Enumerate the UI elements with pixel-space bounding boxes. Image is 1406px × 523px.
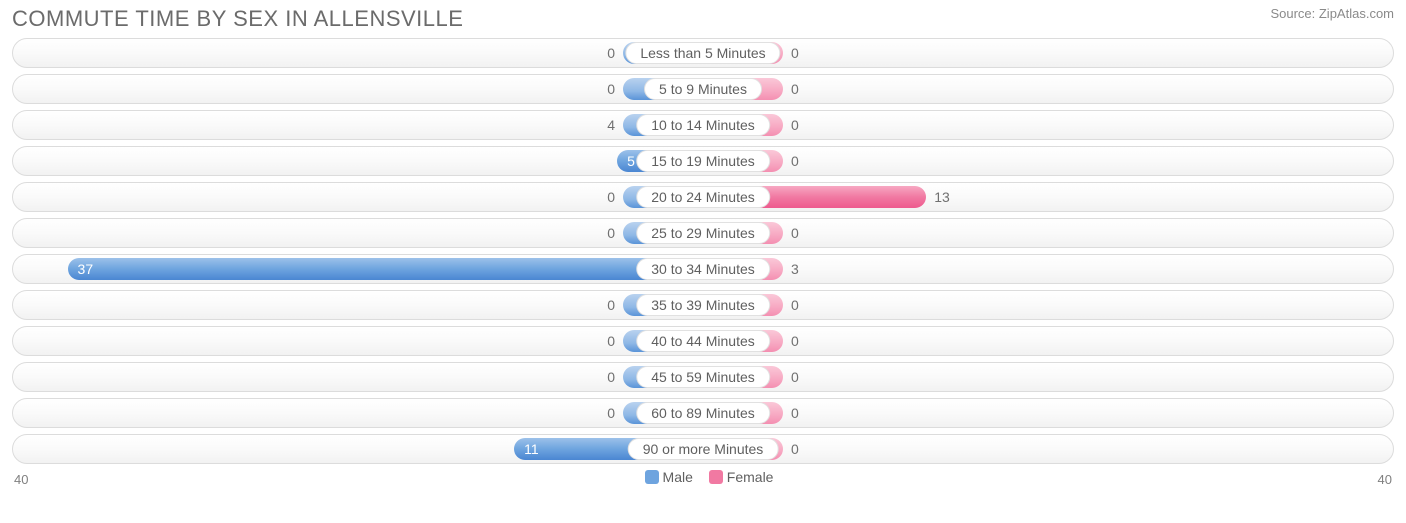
value-male: 11: [524, 441, 539, 457]
chart-source: Source: ZipAtlas.com: [1270, 6, 1394, 21]
category-label: 30 to 34 Minutes: [636, 258, 770, 280]
category-label: 25 to 29 Minutes: [636, 222, 770, 244]
chart-row: 11 0 90 or more Minutes: [12, 434, 1394, 464]
value-male: 4: [607, 117, 615, 133]
bar-male: 37: [68, 258, 703, 280]
chart-row: 5 0 15 to 19 Minutes: [12, 146, 1394, 176]
category-label: Less than 5 Minutes: [625, 42, 780, 64]
value-female: 0: [791, 81, 799, 97]
chart-legend: Male Female: [0, 469, 1406, 485]
category-label: 10 to 14 Minutes: [636, 114, 770, 136]
value-female: 0: [791, 45, 799, 61]
legend-label-male: Male: [663, 469, 693, 485]
chart-plot-area: 00Less than 5 Minutes005 to 9 Minutes401…: [0, 34, 1406, 464]
value-female: 0: [791, 441, 799, 457]
legend-label-female: Female: [727, 469, 774, 485]
chart-row: 0 0 5 to 9 Minutes: [12, 74, 1394, 104]
value-female: 0: [791, 225, 799, 241]
category-label: 90 or more Minutes: [628, 438, 779, 460]
category-label: 45 to 59 Minutes: [636, 366, 770, 388]
category-label: 35 to 39 Minutes: [636, 294, 770, 316]
value-female: 3: [791, 261, 799, 277]
chart-row: 0 0 60 to 89 Minutes: [12, 398, 1394, 428]
value-male: 0: [607, 81, 615, 97]
value-male: 37: [78, 261, 94, 277]
chart-container: COMMUTE TIME BY SEX IN ALLENSVILLE Sourc…: [0, 0, 1406, 485]
value-male: 0: [607, 225, 615, 241]
chart-header: COMMUTE TIME BY SEX IN ALLENSVILLE Sourc…: [0, 0, 1406, 34]
chart-row: 0 13 20 to 24 Minutes: [12, 182, 1394, 212]
category-label: 5 to 9 Minutes: [644, 78, 762, 100]
chart-row: 37 3 30 to 34 Minutes: [12, 254, 1394, 284]
chart-row: 4 0 10 to 14 Minutes: [12, 110, 1394, 140]
value-female: 13: [934, 189, 950, 205]
category-label: 15 to 19 Minutes: [636, 150, 770, 172]
chart-row: 0 0 25 to 29 Minutes: [12, 218, 1394, 248]
category-label: 20 to 24 Minutes: [636, 186, 770, 208]
legend-swatch-male: [645, 470, 659, 484]
legend-swatch-female: [709, 470, 723, 484]
value-female: 0: [791, 117, 799, 133]
chart-row: 0 0 45 to 59 Minutes: [12, 362, 1394, 392]
category-label: 40 to 44 Minutes: [636, 330, 770, 352]
value-male: 0: [607, 45, 615, 61]
value-female: 0: [791, 153, 799, 169]
category-label: 60 to 89 Minutes: [636, 402, 770, 424]
value-female: 0: [791, 369, 799, 385]
chart-row: 0 0 Less than 5 Minutes: [12, 38, 1394, 68]
chart-title: COMMUTE TIME BY SEX IN ALLENSVILLE: [12, 6, 463, 32]
value-male: 0: [607, 189, 615, 205]
chart-row: 0 0 40 to 44 Minutes: [12, 326, 1394, 356]
value-female: 0: [791, 333, 799, 349]
value-male: 0: [607, 405, 615, 421]
value-female: 0: [791, 405, 799, 421]
value-male: 0: [607, 333, 615, 349]
value-female: 0: [791, 297, 799, 313]
chart-row: 0 0 35 to 39 Minutes: [12, 290, 1394, 320]
value-male: 0: [607, 297, 615, 313]
value-male: 0: [607, 369, 615, 385]
value-male: 5: [627, 153, 635, 169]
